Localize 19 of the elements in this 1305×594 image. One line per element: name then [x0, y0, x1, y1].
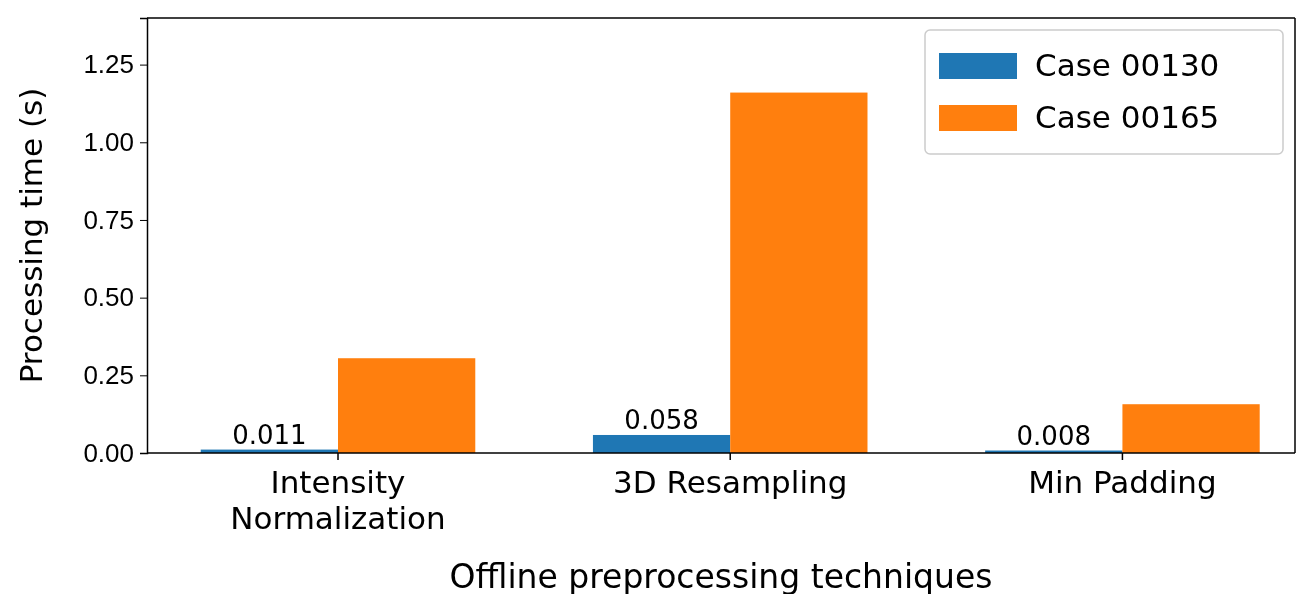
bar	[338, 358, 476, 453]
y-tick-label: 1.00	[83, 127, 134, 158]
x-tick-label: 3D Resampling	[613, 464, 848, 500]
legend-label: Case 00130	[1035, 47, 1220, 83]
y-tick-label: 0.00	[83, 437, 134, 468]
data-label: 0.008	[1016, 420, 1092, 451]
y-tick-label: 1.25	[83, 49, 134, 80]
data-label: 0.011	[232, 419, 307, 450]
x-tick-label: Intensity Normalization	[230, 464, 446, 536]
y-tick-label: 0.75	[83, 204, 134, 235]
bar	[592, 434, 731, 453]
bar	[1122, 404, 1260, 453]
data-label: 0.058	[624, 404, 699, 435]
y-tick-label: 0.25	[83, 360, 134, 391]
x-tick-label: Min Padding	[1028, 464, 1217, 500]
y-tick-label: 0.50	[83, 282, 134, 313]
y-axis-title: Processing time (s)	[13, 87, 49, 384]
legend-label: Case 00165	[1035, 99, 1220, 135]
bar	[730, 92, 868, 453]
